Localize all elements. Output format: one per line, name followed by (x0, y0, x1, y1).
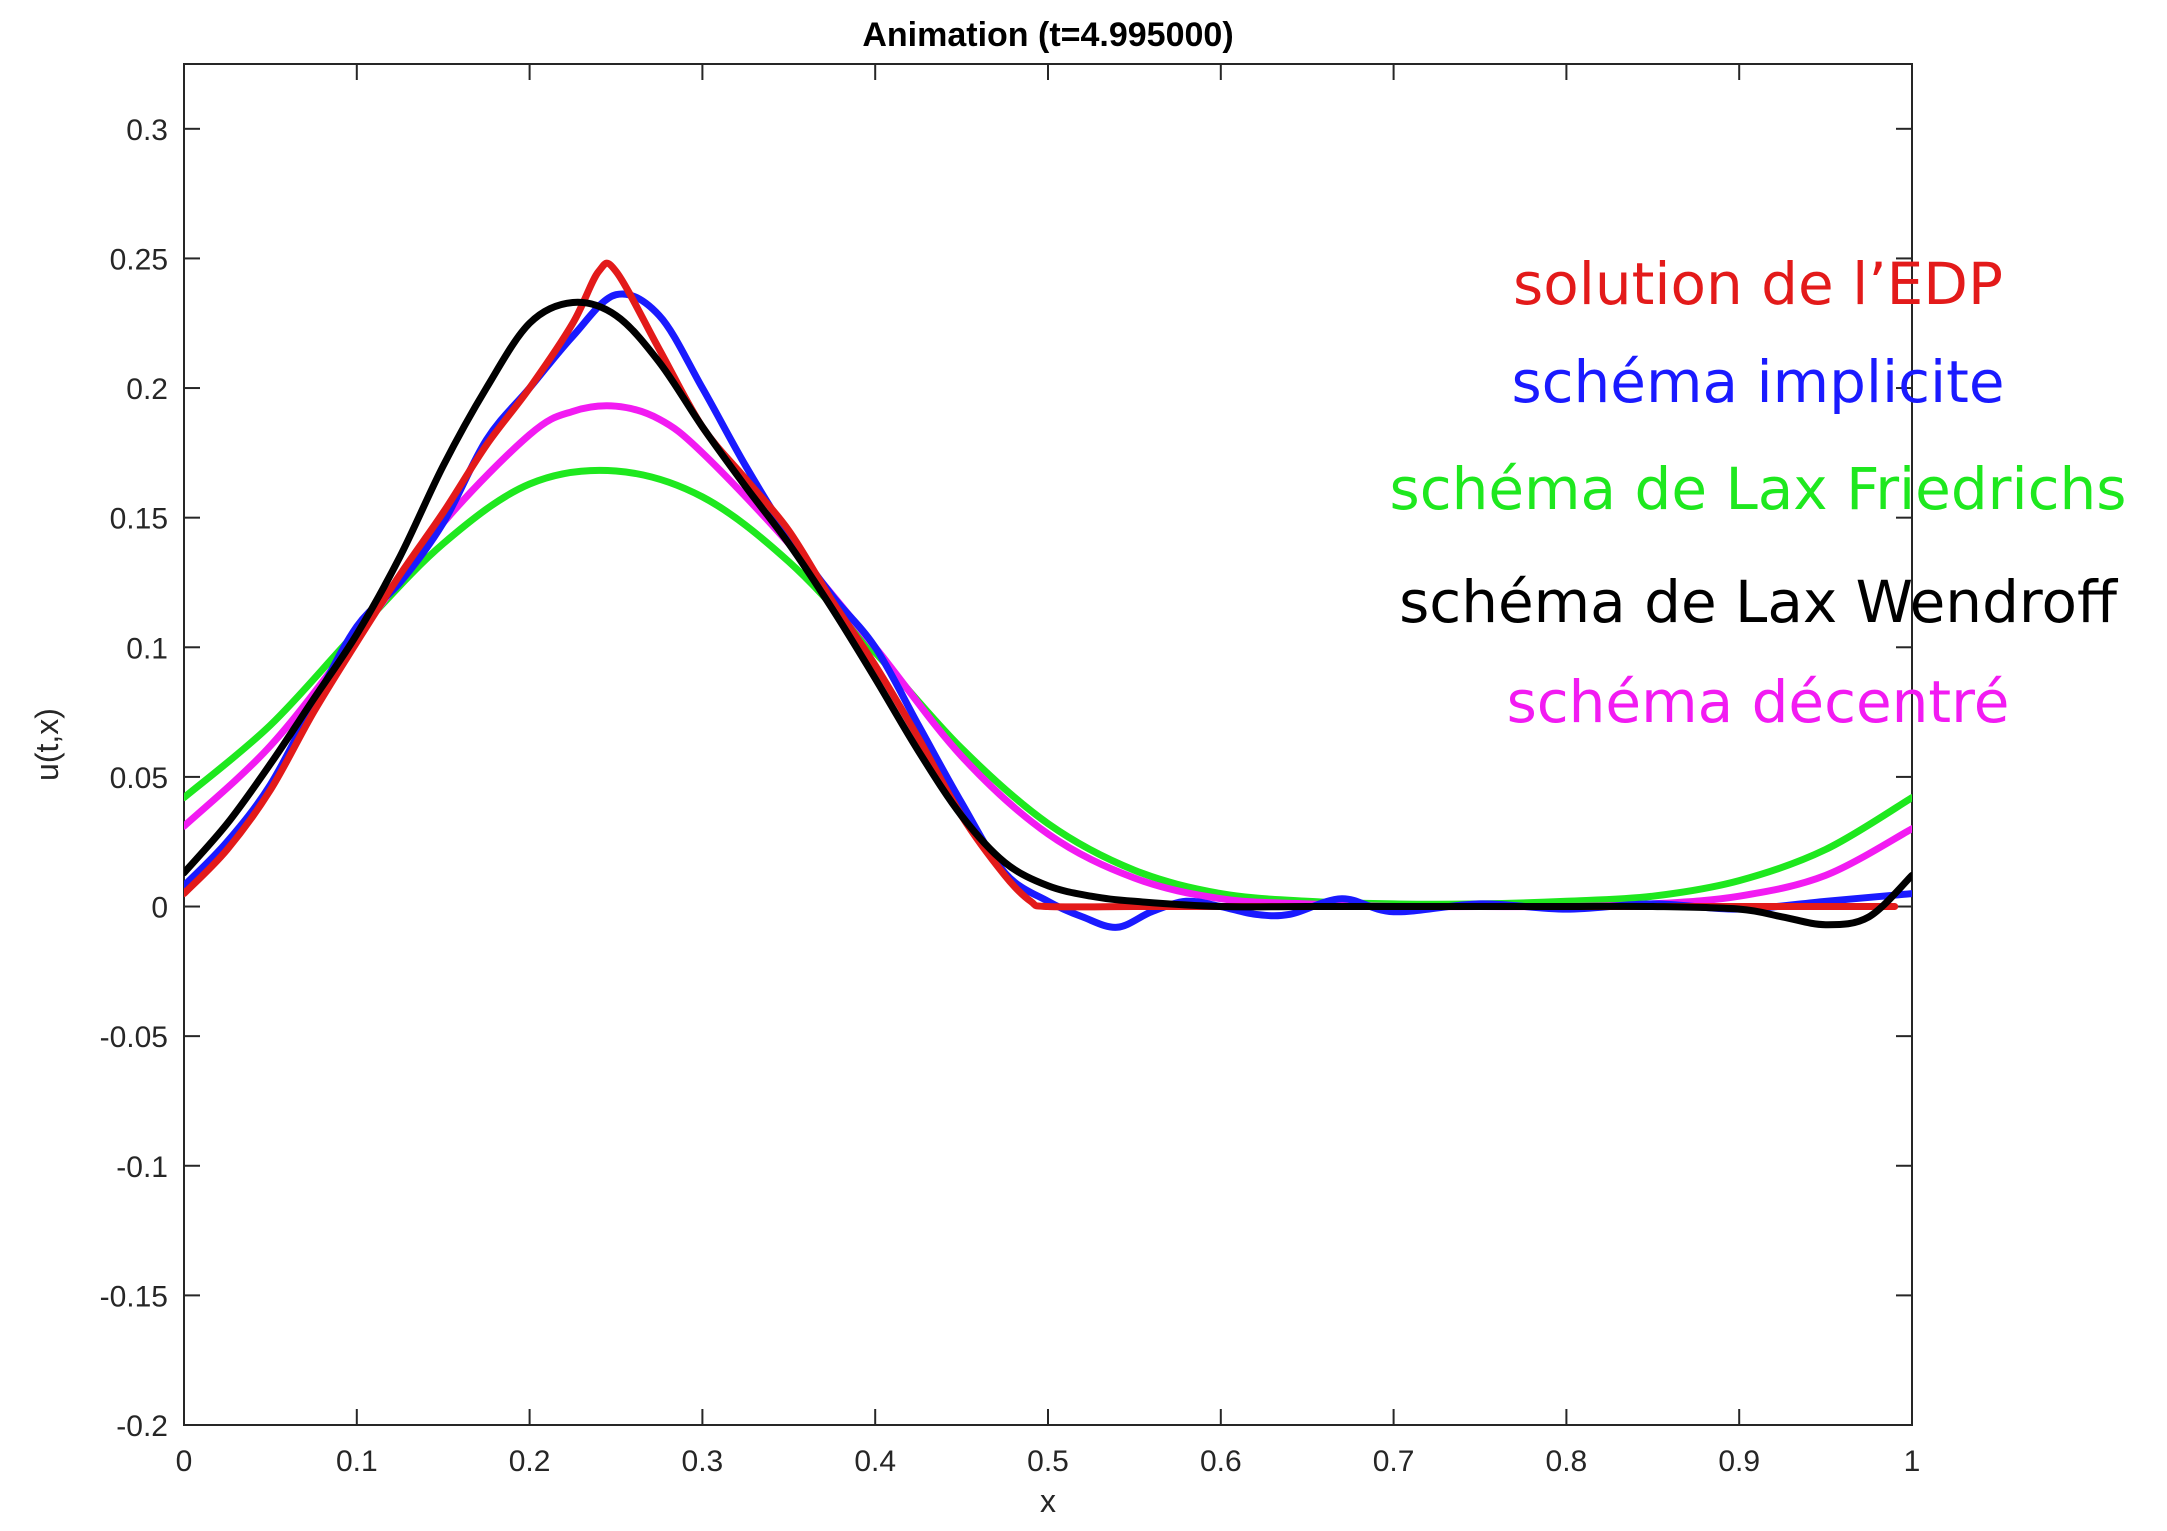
x-tick-label: 0.7 (1373, 1445, 1415, 1478)
series-line-3 (184, 298, 1912, 929)
series-line-2 (184, 466, 1912, 908)
legend-entry-4: schéma décentré (1507, 668, 2010, 736)
x-tick-label: 0.5 (1027, 1445, 1069, 1478)
legend-entry-1: schéma implicite (1511, 348, 2004, 416)
y-tick-label: 0 (151, 892, 168, 925)
x-tick-label: 0.1 (336, 1445, 378, 1478)
x-tick-label: 1 (1904, 1445, 1921, 1478)
x-tick-label: 0.2 (509, 1445, 551, 1478)
legend: solution de l’EDP schéma implicite schéma … (1389, 250, 2126, 736)
y-tick-label: -0.1 (116, 1151, 168, 1184)
y-tick-label: 0.2 (126, 373, 168, 406)
x-tick-label: 0.3 (682, 1445, 724, 1478)
y-axis-label: u(t,x) (29, 708, 65, 781)
x-axis-label: x (1040, 1483, 1056, 1519)
y-tick-label: 0.25 (110, 243, 168, 276)
y-tick-label: 0.3 (126, 114, 168, 147)
legend-entry-2: schéma de Lax Friedrichs (1389, 455, 2126, 523)
y-tick-label: -0.2 (116, 1410, 168, 1443)
y-tick-label: -0.05 (100, 1021, 168, 1054)
y-tick-label: -0.15 (100, 1280, 168, 1313)
x-tick-label: 0 (176, 1445, 193, 1478)
y-tick-label: 0.1 (126, 632, 168, 665)
x-axis-ticks: 0 0.1 0.2 0.3 0.4 0.5 0.6 0.7 0.8 0.9 1 (176, 64, 1921, 1478)
series-lines (184, 259, 1912, 931)
y-axis-ticks: -0.2 -0.15 -0.1 -0.05 0 0.05 0.1 0.15 0.2 0.25 0.3 (100, 114, 1912, 1443)
x-tick-label: 0.6 (1200, 1445, 1242, 1478)
y-tick-label: 0.05 (110, 762, 168, 795)
legend-entry-3: schéma de Lax Wendroff (1399, 568, 2119, 636)
plot-frame (183, 63, 1913, 1426)
chart-title: Animation (t=4.995000) (862, 16, 1233, 54)
y-tick-label: 0.15 (110, 503, 168, 536)
x-tick-label: 0.8 (1546, 1445, 1588, 1478)
legend-entry-0: solution de l’EDP (1513, 250, 2003, 318)
x-tick-label: 0.4 (854, 1445, 896, 1478)
x-tick-label: 0.9 (1718, 1445, 1760, 1478)
